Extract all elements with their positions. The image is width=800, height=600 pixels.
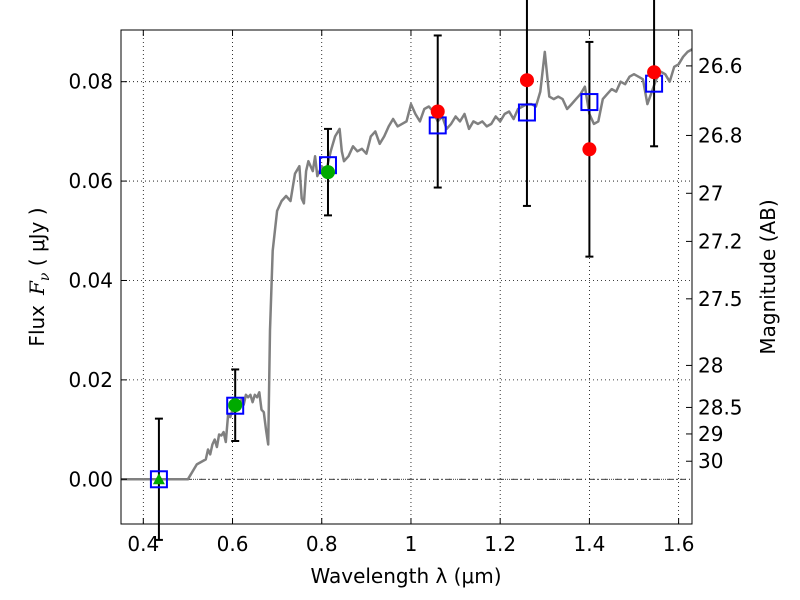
model-flux-box xyxy=(580,93,599,112)
observed-point-triangle xyxy=(152,473,165,485)
magnitude-tick-label: 26.6 xyxy=(698,54,743,78)
model-flux-box xyxy=(226,396,245,415)
plot-frame xyxy=(120,29,693,525)
y-tick-label: 0.06 xyxy=(68,169,113,193)
y-axis-title-prefix: Flux xyxy=(25,305,49,347)
observed-point xyxy=(228,398,243,413)
observed-point xyxy=(519,73,534,88)
y-axis-title: Flux Fν ( μJy ) xyxy=(25,207,53,346)
magnitude-tick-label: 26.8 xyxy=(698,123,743,147)
y-tick-label: 0.00 xyxy=(68,467,113,491)
model-spectrum-line xyxy=(121,48,693,481)
observed-point xyxy=(582,142,597,157)
x-axis: 0.4 0.6 0.8 1 1.2 1.4 1.6 xyxy=(127,30,695,556)
magnitude-tick-label: 30 xyxy=(698,449,723,473)
observed-point xyxy=(647,65,662,80)
model-spectrum xyxy=(121,48,693,481)
magnitude-axis-title: Magnitude (AB) xyxy=(756,199,780,354)
x-tick-label: 1 xyxy=(405,532,418,556)
magnitude-tick-label: 28 xyxy=(698,353,723,377)
x-tick-label: 0.6 xyxy=(217,532,249,556)
observed-point xyxy=(430,104,445,119)
y-tick-label: 0.08 xyxy=(68,70,113,94)
x-axis-title: Wavelength λ (μm) xyxy=(310,564,501,588)
x-tick-label: 0.8 xyxy=(306,532,338,556)
magnitude-tick-label: 27 xyxy=(698,181,723,205)
y-tick-label: 0.04 xyxy=(68,268,113,292)
x-tick-label: 1.4 xyxy=(573,532,605,556)
x-tick-label: 0.4 xyxy=(127,532,159,556)
model-flux-box xyxy=(517,103,536,122)
x-tick-label: 1.6 xyxy=(663,532,695,556)
observations xyxy=(152,65,662,485)
magnitude-tick-label: 29 xyxy=(698,422,723,446)
y-axis-title-units: ( μJy ) xyxy=(25,207,49,272)
y-axis-title-subscript: ν xyxy=(37,272,53,281)
x-tick-label: 1.2 xyxy=(484,532,516,556)
y-tick-label: 0.02 xyxy=(68,368,113,392)
y-axis: 0.00 0.02 0.04 0.06 0.08 xyxy=(68,70,127,491)
magnitude-tick-label: 27.5 xyxy=(698,287,743,311)
magnitude-axis: 26.6 26.8 27 27.2 27.5 28 28.5 29 30 xyxy=(686,54,743,473)
y-axis-title-symbol: F xyxy=(25,280,49,296)
magnitude-tick-label: 27.2 xyxy=(698,229,743,253)
observed-point xyxy=(320,165,335,180)
magnitude-tick-label: 28.5 xyxy=(698,395,743,419)
model-flux-box xyxy=(149,470,168,489)
